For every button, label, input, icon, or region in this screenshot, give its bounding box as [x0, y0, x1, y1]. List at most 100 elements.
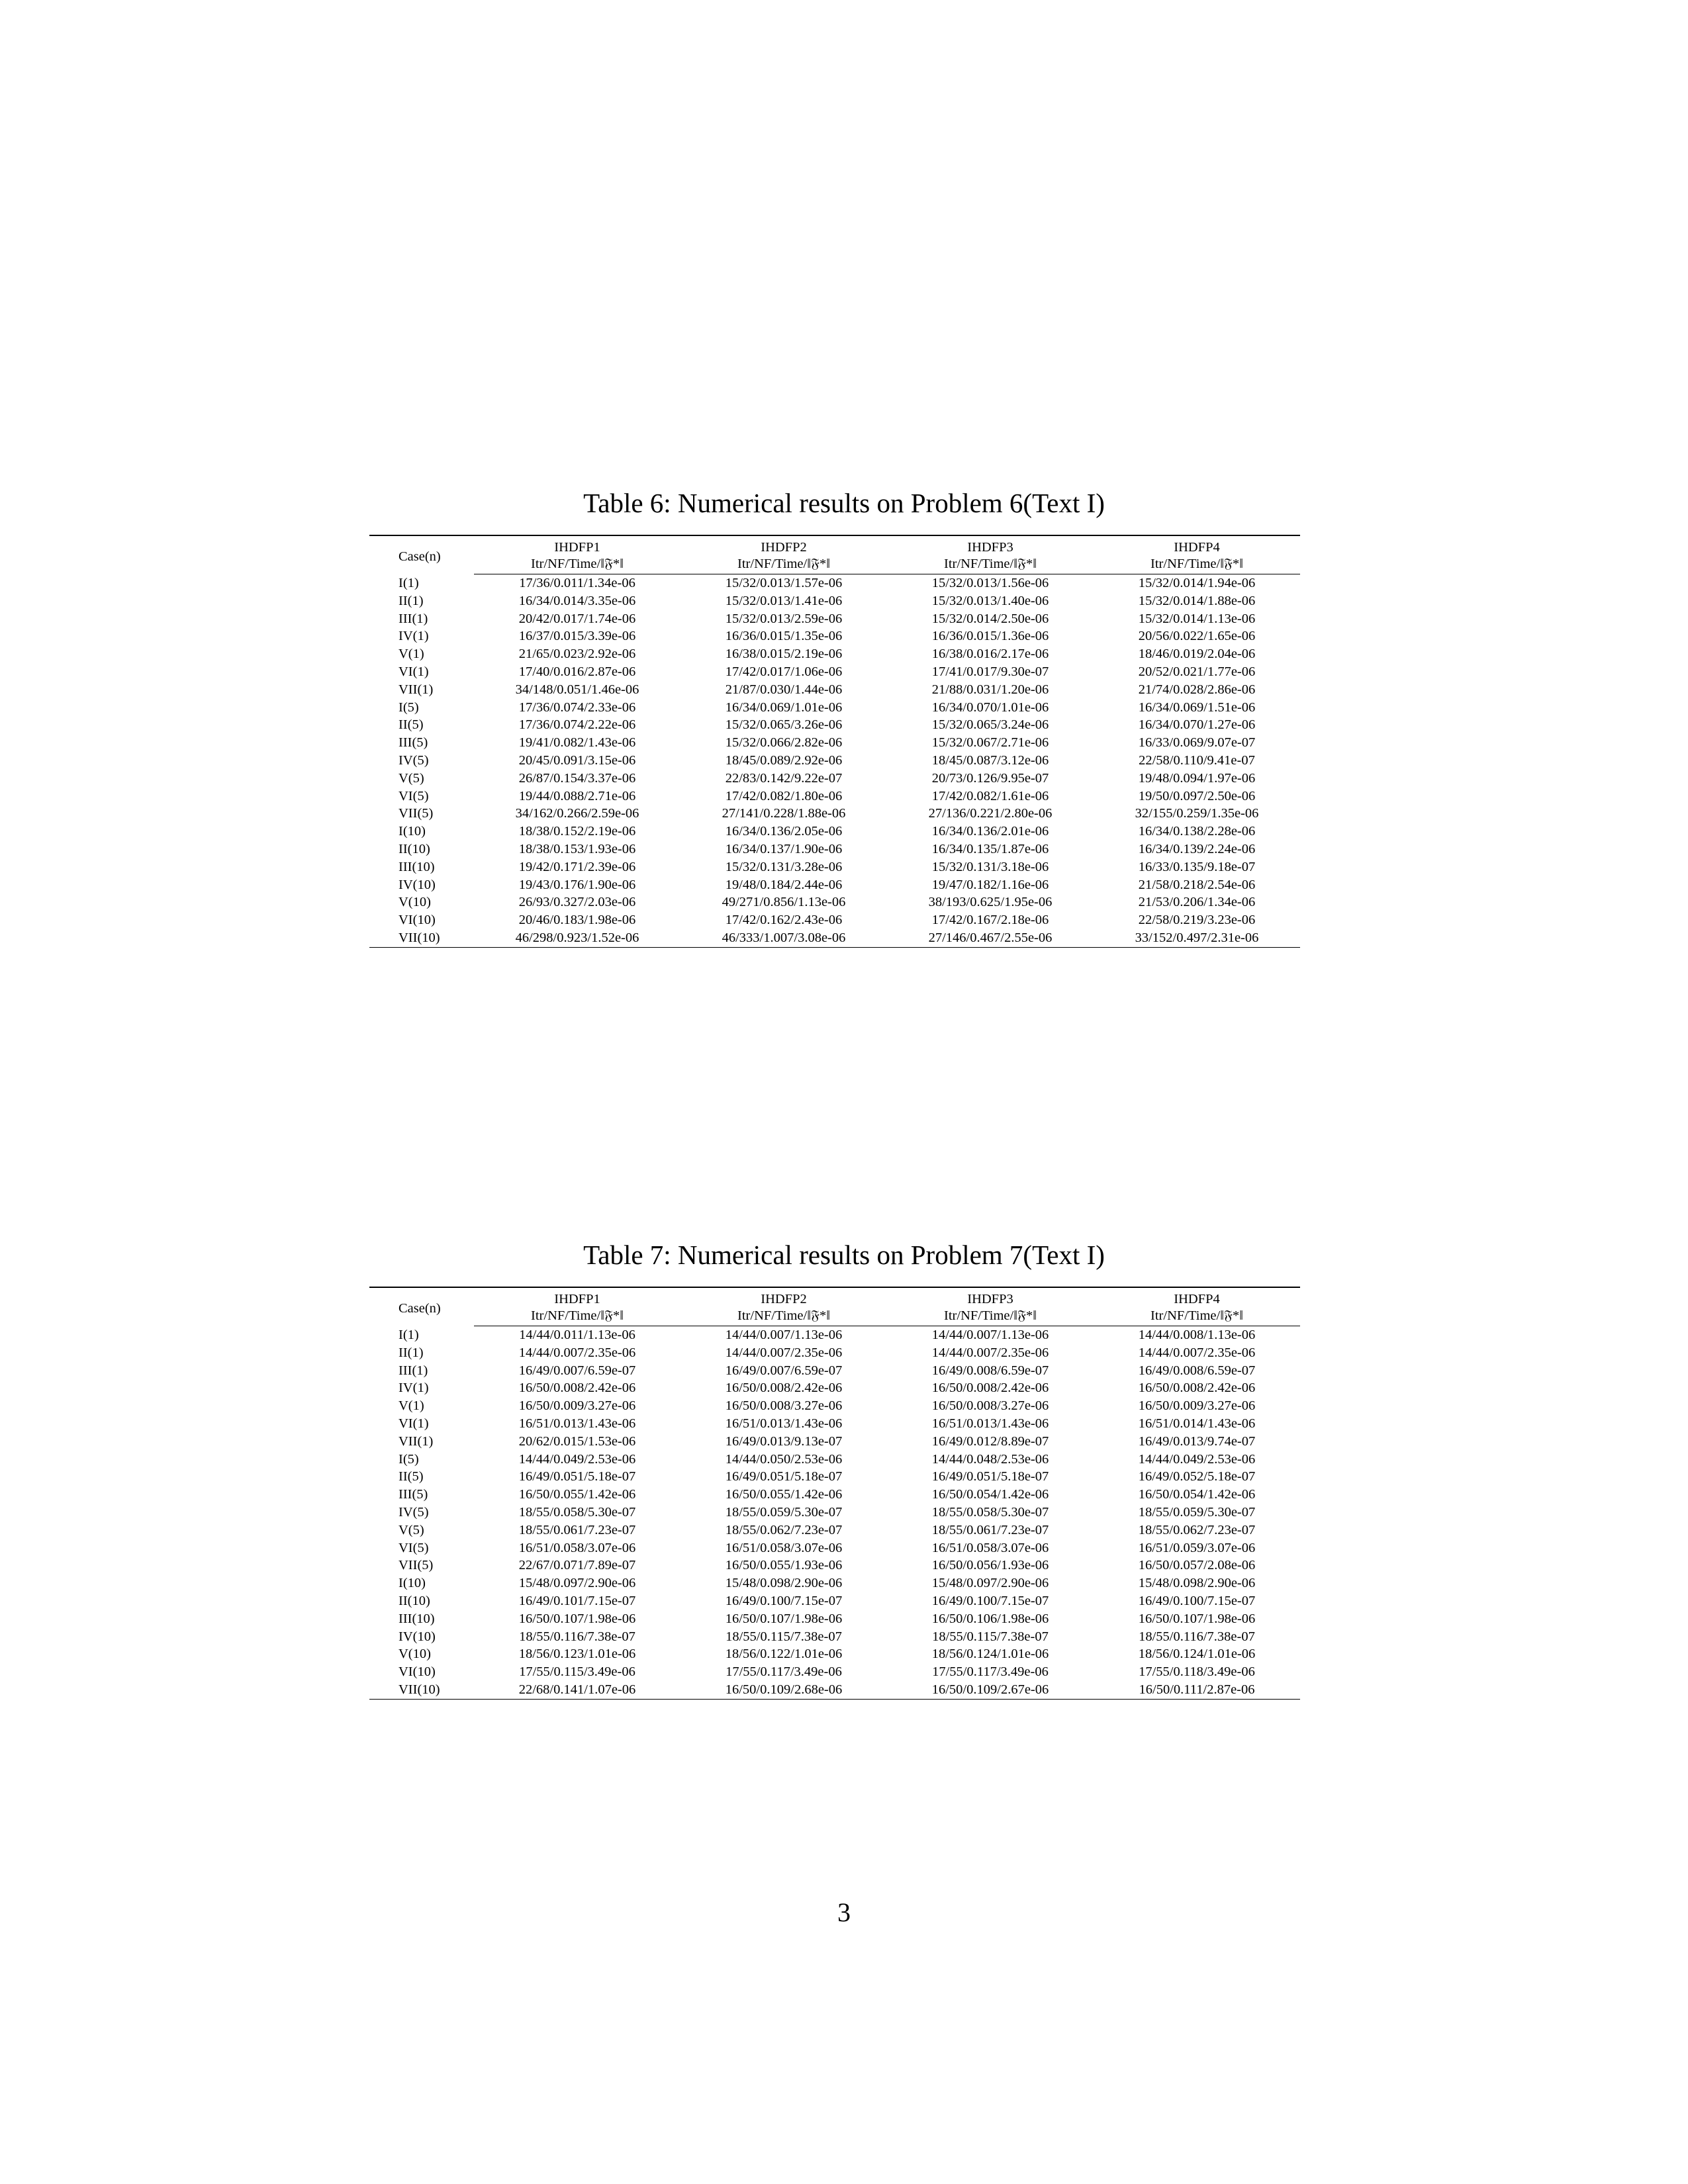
result-cell: 17/36/0.011/1.34e-06 [519, 576, 635, 590]
result-cell: 33/152/0.497/2.31e-06 [1094, 929, 1300, 948]
table-row: II(1) 14/44/0.007/2.35e-06 14/44/0.007/2.3… [369, 1344, 1300, 1362]
result-cell: 14/44/0.007/2.35e-06 [931, 1345, 1049, 1360]
result-cell: 21/53/0.206/1.34e-06 [1138, 895, 1256, 910]
result-cell: 19/44/0.088/2.71e-06 [518, 788, 636, 803]
result-cell: 17/36/0.074/2.22e-06 [518, 717, 636, 733]
case-cell: II(5) [399, 717, 424, 733]
case-cell: I(5) [399, 700, 419, 715]
result-cell: 18/55/0.116/7.38e-07 [519, 1629, 635, 1644]
result-cell: 18/45/0.089/2.92e-06 [725, 752, 843, 768]
result-cell: 16/51/0.058/3.07e-06 [725, 1540, 843, 1555]
result-cell: 14/44/0.049/2.53e-06 [1138, 1451, 1256, 1467]
result-cell: 20/45/0.091/3.15e-06 [518, 752, 636, 768]
result-cell: 15/32/0.065/3.24e-06 [931, 717, 1049, 733]
result-cell: 16/50/0.056/1.93e-06 [931, 1558, 1049, 1573]
result-cell: 16/50/0.057/2.08e-06 [1138, 1558, 1256, 1573]
case-cell: VII(10) [369, 929, 474, 948]
case-cell: V(5) [399, 770, 424, 786]
result-cell: 18/55/0.116/7.38e-07 [1139, 1629, 1255, 1644]
metric-subheader: Itr/NF/Time/‖𝔉*‖ [1094, 1307, 1300, 1326]
result-cell: 16/34/0.138/2.28e-06 [1138, 824, 1256, 839]
case-cell: II(1) [399, 593, 424, 608]
result-cell: 16/50/0.008/2.42e-06 [931, 1381, 1049, 1396]
result-cell: 14/44/0.011/1.13e-06 [519, 1328, 635, 1342]
table-row: IV(10) 19/43/0.176/1.90e-06 19/48/0.184/2.… [369, 876, 1300, 894]
method-header: IHDFP4 [1094, 535, 1300, 555]
result-cell: 17/40/0.016/2.87e-06 [518, 664, 636, 679]
metric-subheader: Itr/NF/Time/‖𝔉*‖ [680, 1307, 887, 1326]
result-cell: 14/44/0.008/1.13e-06 [1138, 1328, 1256, 1342]
result-cell: 19/50/0.097/2.50e-06 [1138, 788, 1256, 803]
method-header: IHDFP2 [680, 1287, 887, 1307]
result-cell: 16/50/0.008/2.42e-06 [725, 1381, 843, 1396]
case-cell: VI(5) [399, 1540, 429, 1555]
result-cell: 18/56/0.123/1.01e-06 [518, 1647, 636, 1662]
result-cell: 16/36/0.015/1.36e-06 [931, 629, 1049, 644]
result-cell: 20/62/0.015/1.53e-06 [518, 1433, 636, 1449]
result-cell: 27/136/0.221/2.80e-06 [928, 806, 1053, 821]
table-row: VI(5) 19/44/0.088/2.71e-06 17/42/0.082/1.8… [369, 788, 1300, 805]
result-cell: 22/68/0.141/1.07e-06 [474, 1680, 680, 1700]
table-6: Case(n) IHDFP1 IHDFP2 IHDFP3 IHDFP4 Itr/NF/Ti… [369, 535, 1300, 948]
table-row: VI(10) 20/46/0.183/1.98e-06 17/42/0.162/2.… [369, 911, 1300, 929]
method-header: IHDFP1 [474, 1287, 680, 1307]
result-cell: 17/42/0.082/1.61e-06 [931, 788, 1049, 803]
case-column-header: Case(n) [369, 535, 474, 574]
method-header: IHDFP3 [887, 1287, 1094, 1307]
result-cell: 14/44/0.007/2.35e-06 [518, 1345, 636, 1360]
table-row: III(10) 19/42/0.171/2.39e-06 15/32/0.131/3… [369, 858, 1300, 876]
result-cell: 15/48/0.097/2.90e-06 [931, 1576, 1049, 1591]
result-cell: 22/67/0.071/7.89e-07 [518, 1558, 636, 1573]
metric-subheader: Itr/NF/Time/‖𝔉*‖ [887, 1307, 1094, 1326]
result-cell: 46/333/1.007/3.08e-06 [680, 929, 887, 948]
case-cell: I(1) [399, 575, 419, 590]
case-cell: VI(1) [399, 1416, 429, 1431]
result-cell: 15/32/0.013/2.59e-06 [725, 611, 843, 626]
result-cell: 17/41/0.017/9.30e-07 [931, 664, 1049, 679]
case-cell: V(10) [399, 895, 431, 910]
result-cell: 20/73/0.126/9.95e-07 [931, 770, 1049, 786]
result-cell: 15/32/0.067/2.71e-06 [931, 735, 1049, 751]
case-cell: I(10) [399, 1576, 426, 1591]
result-cell: 16/34/0.070/1.01e-06 [931, 700, 1049, 715]
case-cell: III(5) [399, 1487, 428, 1502]
case-cell: II(5) [399, 1469, 424, 1484]
result-cell: 34/162/0.266/2.59e-06 [515, 806, 639, 821]
result-cell: 16/50/0.008/3.27e-06 [931, 1398, 1049, 1414]
result-cell: 15/32/0.131/3.18e-06 [931, 859, 1049, 874]
table-6-caption: Table 6: Numerical results on Problem 6(… [583, 488, 1105, 518]
result-cell: 20/56/0.022/1.65e-06 [1138, 629, 1256, 644]
result-cell: 15/32/0.013/1.41e-06 [725, 593, 843, 608]
result-cell: 16/50/0.009/3.27e-06 [518, 1398, 636, 1414]
result-cell: 17/55/0.118/3.49e-06 [1139, 1664, 1255, 1680]
result-cell: 18/38/0.152/2.19e-06 [518, 824, 636, 839]
metric-subheader: Itr/NF/Time/‖𝔉*‖ [1094, 555, 1300, 574]
result-cell: 16/36/0.015/1.35e-06 [725, 629, 843, 644]
metric-subheader: Itr/NF/Time/‖𝔉*‖ [887, 555, 1094, 574]
result-cell: 16/51/0.059/3.07e-06 [1138, 1540, 1256, 1555]
result-cell: 27/146/0.467/2.55e-06 [887, 929, 1094, 948]
result-cell: 16/50/0.107/1.98e-06 [1138, 1611, 1256, 1626]
table-row: III(10) 16/50/0.107/1.98e-06 16/50/0.107/1… [369, 1610, 1300, 1628]
method-header: IHDFP3 [887, 535, 1094, 555]
table-row: IV(1) 16/37/0.015/3.39e-06 16/36/0.015/1.3… [369, 627, 1300, 645]
result-cell: 18/55/0.059/5.30e-07 [725, 1504, 843, 1520]
case-cell: VI(5) [399, 788, 429, 803]
result-cell: 16/49/0.013/9.74e-07 [1138, 1433, 1256, 1449]
case-cell: VII(1) [399, 1433, 434, 1449]
metric-subheader: Itr/NF/Time/‖𝔉*‖ [680, 555, 887, 574]
result-cell: 16/49/0.008/6.59e-07 [931, 1363, 1049, 1378]
result-cell: 18/56/0.122/1.01e-06 [725, 1647, 843, 1662]
result-cell: 18/55/0.058/5.30e-07 [518, 1504, 636, 1520]
result-cell: 17/42/0.167/2.18e-06 [931, 913, 1049, 928]
result-cell: 15/32/0.013/1.57e-06 [725, 576, 843, 590]
result-cell: 16/50/0.107/1.98e-06 [518, 1611, 636, 1626]
case-cell: III(1) [399, 1363, 428, 1378]
result-cell: 16/34/0.014/3.35e-06 [518, 593, 636, 608]
result-cell: 21/58/0.218/2.54e-06 [1138, 877, 1256, 892]
result-cell: 18/55/0.061/7.23e-07 [518, 1522, 636, 1537]
result-cell: 18/38/0.153/1.93e-06 [518, 841, 636, 856]
case-cell: I(5) [399, 1451, 419, 1467]
result-cell: 18/55/0.062/7.23e-07 [725, 1522, 843, 1537]
result-cell: 16/33/0.069/9.07e-07 [1138, 735, 1256, 751]
